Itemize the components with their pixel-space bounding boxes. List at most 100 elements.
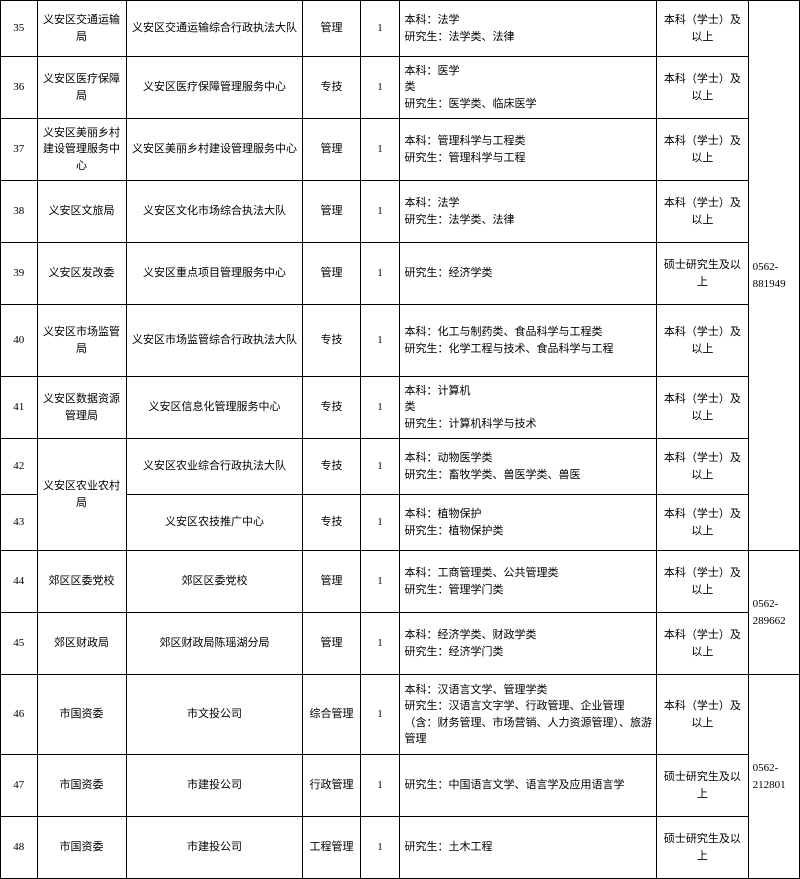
type-cell: 工程管理 [303, 817, 360, 879]
education-cell: 硕士研究生及以上 [657, 817, 748, 879]
requirement-cell: 本科：工商管理类、公共管理类研究生：管理学门类 [400, 551, 657, 613]
row-number: 47 [1, 755, 38, 817]
count-cell: 1 [360, 439, 400, 495]
requirement-cell: 研究生：经济学类 [400, 243, 657, 305]
row-number: 43 [1, 495, 38, 551]
education-cell: 本科（学士）及以上 [657, 675, 748, 755]
count-cell: 1 [360, 305, 400, 377]
recruitment-table: 35义安区交通运输局义安区交通运输综合行政执法大队管理1本科：法学研究生：法学类… [0, 0, 800, 879]
type-cell: 管理 [303, 551, 360, 613]
unit-cell: 义安区重点项目管理服务中心 [126, 243, 303, 305]
count-cell: 1 [360, 613, 400, 675]
type-cell: 专技 [303, 495, 360, 551]
department-cell: 义安区市场监管局 [37, 305, 126, 377]
row-number: 41 [1, 377, 38, 439]
requirement-cell: 本科：管理科学与工程类研究生：管理科学与工程 [400, 119, 657, 181]
unit-cell: 义安区文化市场综合执法大队 [126, 181, 303, 243]
row-number: 37 [1, 119, 38, 181]
requirement-cell: 本科：经济学类、财政学类研究生：经济学门类 [400, 613, 657, 675]
type-cell: 综合管理 [303, 675, 360, 755]
education-cell: 本科（学士）及以上 [657, 439, 748, 495]
phone-cell: 0562-289662 [748, 551, 799, 675]
table-row: 47市国资委市建投公司行政管理1研究生：中国语言文学、语言学及应用语言学硕士研究… [1, 755, 800, 817]
table-row: 36义安区医疗保障局义安区医疗保障管理服务中心专技1本科：医学类研究生：医学类、… [1, 57, 800, 119]
department-cell: 义安区数据资源管理局 [37, 377, 126, 439]
requirement-cell: 本科：动物医学类研究生：畜牧学类、兽医学类、兽医 [400, 439, 657, 495]
unit-cell: 义安区信息化管理服务中心 [126, 377, 303, 439]
requirement-cell: 本科：医学类研究生：医学类、临床医学 [400, 57, 657, 119]
requirement-cell: 本科：法学研究生：法学类、法律 [400, 1, 657, 57]
type-cell: 专技 [303, 439, 360, 495]
requirement-cell: 研究生：中国语言文学、语言学及应用语言学 [400, 755, 657, 817]
education-cell: 本科（学士）及以上 [657, 305, 748, 377]
requirement-cell: 本科：汉语言文学、管理学类研究生：汉语言文字学、行政管理、企业管理（含：财务管理… [400, 675, 657, 755]
education-cell: 本科（学士）及以上 [657, 377, 748, 439]
row-number: 45 [1, 613, 38, 675]
type-cell: 管理 [303, 613, 360, 675]
unit-cell: 郊区财政局陈瑶湖分局 [126, 613, 303, 675]
count-cell: 1 [360, 377, 400, 439]
requirement-cell: 本科：法学研究生：法学类、法律 [400, 181, 657, 243]
table-row: 35义安区交通运输局义安区交通运输综合行政执法大队管理1本科：法学研究生：法学类… [1, 1, 800, 57]
count-cell: 1 [360, 817, 400, 879]
education-cell: 本科（学士）及以上 [657, 495, 748, 551]
row-number: 35 [1, 1, 38, 57]
department-cell: 义安区美丽乡村建设管理服务中心 [37, 119, 126, 181]
table-row: 37义安区美丽乡村建设管理服务中心义安区美丽乡村建设管理服务中心管理1本科：管理… [1, 119, 800, 181]
row-number: 46 [1, 675, 38, 755]
unit-cell: 市文投公司 [126, 675, 303, 755]
table-row: 45郊区财政局郊区财政局陈瑶湖分局管理1本科：经济学类、财政学类研究生：经济学门… [1, 613, 800, 675]
count-cell: 1 [360, 119, 400, 181]
department-cell: 市国资委 [37, 817, 126, 879]
row-number: 44 [1, 551, 38, 613]
phone-cell: 0562-212801 [748, 675, 799, 879]
type-cell: 专技 [303, 305, 360, 377]
education-cell: 本科（学士）及以上 [657, 613, 748, 675]
requirement-cell: 本科：计算机类研究生：计算机科学与技术 [400, 377, 657, 439]
type-cell: 管理 [303, 181, 360, 243]
count-cell: 1 [360, 243, 400, 305]
unit-cell: 义安区美丽乡村建设管理服务中心 [126, 119, 303, 181]
education-cell: 本科（学士）及以上 [657, 57, 748, 119]
department-cell: 义安区农业农村局 [37, 439, 126, 551]
department-cell: 义安区医疗保障局 [37, 57, 126, 119]
department-cell: 义安区发改委 [37, 243, 126, 305]
row-number: 39 [1, 243, 38, 305]
department-cell: 市国资委 [37, 755, 126, 817]
type-cell: 管理 [303, 119, 360, 181]
requirement-cell: 本科：植物保护研究生：植物保护类 [400, 495, 657, 551]
unit-cell: 义安区农业综合行政执法大队 [126, 439, 303, 495]
table-row: 48市国资委市建投公司工程管理1研究生：土木工程硕士研究生及以上 [1, 817, 800, 879]
education-cell: 硕士研究生及以上 [657, 755, 748, 817]
table-row: 41义安区数据资源管理局义安区信息化管理服务中心专技1本科：计算机类研究生：计算… [1, 377, 800, 439]
count-cell: 1 [360, 181, 400, 243]
unit-cell: 义安区市场监管综合行政执法大队 [126, 305, 303, 377]
department-cell: 郊区财政局 [37, 613, 126, 675]
count-cell: 1 [360, 675, 400, 755]
unit-cell: 义安区农技推广中心 [126, 495, 303, 551]
department-cell: 义安区交通运输局 [37, 1, 126, 57]
table-row: 39义安区发改委义安区重点项目管理服务中心管理1研究生：经济学类硕士研究生及以上 [1, 243, 800, 305]
department-cell: 义安区文旅局 [37, 181, 126, 243]
row-number: 36 [1, 57, 38, 119]
table-row: 38义安区文旅局义安区文化市场综合执法大队管理1本科：法学研究生：法学类、法律本… [1, 181, 800, 243]
education-cell: 本科（学士）及以上 [657, 119, 748, 181]
row-number: 40 [1, 305, 38, 377]
unit-cell: 市建投公司 [126, 755, 303, 817]
type-cell: 管理 [303, 243, 360, 305]
table-row: 40义安区市场监管局义安区市场监管综合行政执法大队专技1本科：化工与制药类、食品… [1, 305, 800, 377]
row-number: 38 [1, 181, 38, 243]
requirement-cell: 研究生：土木工程 [400, 817, 657, 879]
education-cell: 本科（学士）及以上 [657, 551, 748, 613]
education-cell: 本科（学士）及以上 [657, 181, 748, 243]
count-cell: 1 [360, 57, 400, 119]
type-cell: 管理 [303, 1, 360, 57]
table-body: 35义安区交通运输局义安区交通运输综合行政执法大队管理1本科：法学研究生：法学类… [1, 1, 800, 879]
phone-cell: 0562-881949 [748, 1, 799, 551]
row-number: 48 [1, 817, 38, 879]
unit-cell: 义安区交通运输综合行政执法大队 [126, 1, 303, 57]
row-number: 42 [1, 439, 38, 495]
education-cell: 硕士研究生及以上 [657, 243, 748, 305]
count-cell: 1 [360, 495, 400, 551]
count-cell: 1 [360, 551, 400, 613]
